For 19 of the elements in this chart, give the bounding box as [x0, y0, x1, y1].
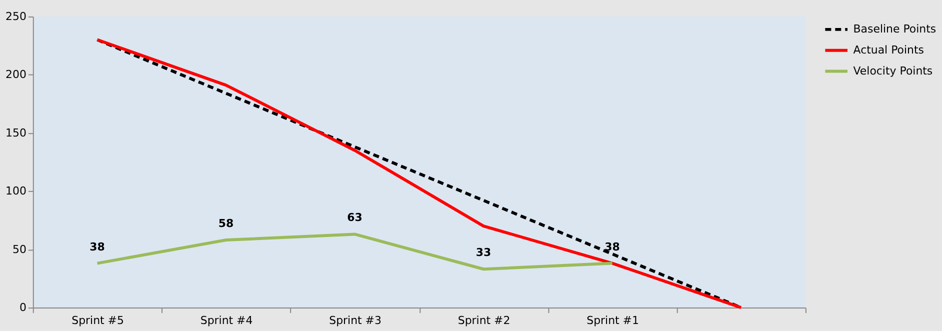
y-tick-label: 150	[6, 126, 26, 140]
legend-label: Baseline Points	[853, 22, 936, 36]
y-tick-label: 100	[6, 184, 26, 198]
legend-label: Velocity Points	[853, 64, 933, 78]
legend-label: Actual Points	[853, 43, 924, 56]
y-tick-label: 200	[6, 68, 26, 82]
x-tick-label: Sprint #2	[458, 314, 510, 327]
data-label: 63	[347, 211, 362, 224]
x-tick-label: Sprint #3	[329, 314, 382, 327]
y-tick-label: 50	[12, 242, 26, 256]
data-label: 38	[604, 240, 620, 254]
y-tick-label: 0	[19, 301, 26, 314]
x-tick-label: Sprint #5	[72, 314, 124, 327]
data-label: 58	[218, 217, 234, 230]
x-tick-label: Sprint #1	[586, 314, 639, 327]
y-tick-label: 250	[6, 10, 26, 23]
data-label: 38	[90, 240, 105, 254]
data-label: 33	[476, 246, 492, 260]
x-tick-label: Sprint #4	[200, 314, 253, 327]
